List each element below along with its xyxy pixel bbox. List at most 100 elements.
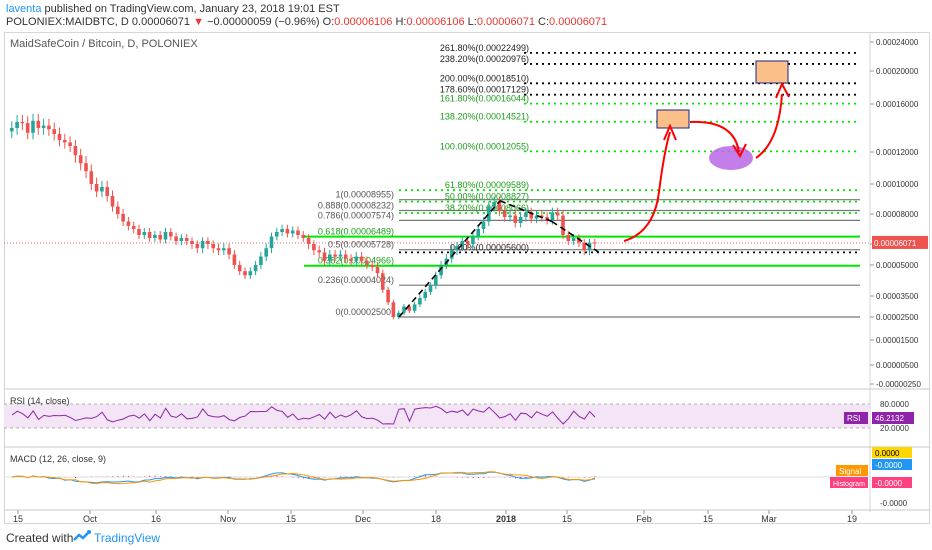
candle-body — [550, 212, 555, 220]
candle-body — [349, 258, 353, 261]
arrow-head-icon — [732, 143, 747, 159]
candle-body — [285, 229, 290, 234]
candle-body — [301, 235, 306, 238]
rsi-pane: RSI (14, close) 80.0000 20.0000 RSI 46.2132 — [4, 396, 914, 433]
fib-retracement-label: 0.236(0.00004024) — [318, 275, 394, 285]
candle-body — [147, 232, 152, 238]
macd-hist-text: Histogram — [833, 481, 865, 488]
arrow-path — [689, 120, 740, 153]
candle-body — [227, 248, 231, 255]
fib-retracement-label: 0.786(0.00007574) — [318, 210, 394, 220]
candle-body — [508, 215, 512, 217]
candle-body — [211, 244, 215, 249]
ohlc-l-value: 0.00006071 — [476, 16, 535, 28]
author-link[interactable]: laventa — [6, 3, 42, 15]
candle-body — [47, 125, 51, 130]
candle-body — [68, 142, 72, 146]
tradingview-brand[interactable]: TradingView — [94, 531, 161, 545]
candle-body — [524, 212, 528, 217]
candle-body — [84, 163, 88, 172]
fib-retracement-label: 0.5(0.00005728) — [328, 240, 394, 250]
candle-body — [412, 304, 417, 311]
created-with-text: Created with — [6, 531, 74, 545]
candle-body — [328, 254, 332, 261]
candle-body — [206, 241, 210, 244]
candle-body — [365, 260, 369, 265]
arrow-path — [623, 131, 671, 242]
candle-body — [253, 265, 258, 272]
time-tick-label: Oct — [83, 514, 98, 524]
rsi-level-20: 20.0000 — [880, 424, 909, 433]
price-tick-label: 0.00016000 — [876, 100, 919, 109]
macd-label: MACD (12, 26, close, 9) — [10, 454, 106, 464]
fib-retracement-label: 0(0.00002500) — [335, 307, 394, 317]
candle-body — [322, 252, 327, 261]
footer: Created with TradingView — [0, 526, 932, 550]
time-tick-label: 15 — [562, 514, 572, 524]
candle-body — [190, 241, 194, 244]
fib-extension-label: 38.20%(0.00008066) — [445, 203, 529, 213]
candle-body — [169, 232, 173, 237]
candle-body — [545, 217, 549, 220]
candle-body — [434, 275, 438, 286]
ohlc-h-value: 0.00006106 — [406, 16, 465, 28]
time-tick-label: 15 — [286, 514, 296, 524]
rsi-label: RSI (14, close) — [10, 396, 70, 406]
candle-body — [25, 123, 30, 133]
price-change: −0.00000059 (−0.96%) — [207, 16, 320, 28]
candle-body — [264, 248, 268, 257]
candle-body — [386, 289, 390, 303]
candle-body — [317, 250, 321, 253]
ohlc-h-key: H: — [395, 16, 407, 28]
candle-body — [15, 122, 19, 128]
rsi-value-text: 46.2132 — [875, 414, 904, 423]
candle-body — [418, 298, 422, 305]
ohlc-l-key: L: — [467, 16, 477, 28]
fib-extension-label: 138.20%(0.00014521) — [440, 112, 529, 122]
fib-extension-label: 238.20%(0.00020976) — [440, 54, 529, 64]
target-box-1 — [656, 109, 690, 129]
price-tick-label: 0.00003500 — [876, 292, 919, 301]
candle-body — [10, 128, 14, 132]
macd-signal-line — [11, 471, 596, 485]
candle-body — [338, 254, 343, 257]
candle-body — [306, 238, 311, 244]
ohlc-o-value: 0.00006106 — [334, 16, 393, 28]
candle-body — [259, 256, 263, 265]
macd-axis-bottom: -0.0000 — [880, 499, 908, 508]
candle-body — [105, 187, 109, 196]
price-tick-label: 0.00005000 — [876, 261, 919, 270]
candle-body — [502, 211, 507, 217]
candle-body — [439, 265, 443, 276]
candle-body — [571, 238, 576, 241]
macd-signal-tag — [836, 465, 868, 476]
chart-canvas[interactable]: 1(0.00008955)0.888(0.00008232)0.786(0.00… — [4, 32, 930, 524]
candle-body — [343, 254, 348, 259]
candle-body — [402, 306, 406, 313]
price-tick-label: 0.00002500 — [876, 313, 919, 322]
rsi-value-tag — [872, 412, 914, 424]
candle-body — [333, 254, 337, 257]
candle-body — [290, 230, 295, 234]
symbol-name: POLONIEX:MAIDBTC, D — [6, 16, 129, 28]
target-box-2 — [755, 60, 789, 84]
price-axis: 0.00024000 0.00020000 0.00016000 0.00012000… — [870, 38, 928, 389]
macd-value-tag — [872, 459, 912, 470]
candle-body — [555, 212, 560, 216]
candle-body — [116, 206, 120, 214]
candle-body — [577, 238, 581, 243]
candle-body — [407, 306, 412, 311]
candle-body — [179, 238, 184, 241]
down-arrow-icon: ▼ — [193, 16, 204, 28]
publish-header: laventa published on TradingView.com, Ja… — [0, 0, 932, 30]
candle-body — [237, 265, 242, 272]
candle-body — [142, 232, 147, 235]
candle-body — [381, 273, 385, 290]
last-price-tag-text: 0.00006071 — [874, 239, 917, 248]
candle-body — [449, 250, 454, 259]
price-tick-label: 0.00020000 — [876, 67, 919, 76]
candle-body — [487, 206, 491, 222]
candle-body — [359, 256, 364, 261]
chart-frame[interactable]: 1(0.00008955) 0.888(0.00008232) 0.786(0.00… — [4, 32, 930, 524]
candle-body — [460, 241, 465, 247]
